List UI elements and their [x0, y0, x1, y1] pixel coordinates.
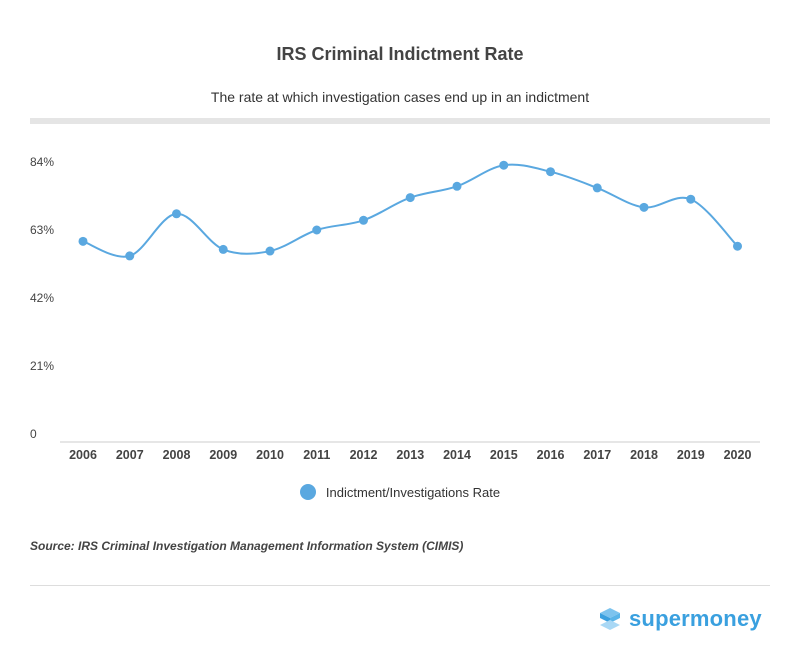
x-tick-label: 2010 [256, 448, 284, 462]
data-point [546, 167, 555, 177]
x-tick-label: 2013 [396, 448, 424, 462]
data-point [405, 193, 415, 203]
brand-name: supermoney [629, 606, 762, 631]
series-line [82, 163, 739, 258]
x-axis-ticks: 2006 2007 2008 2009 2010 2011 2012 2013 2014 2015… [69, 448, 751, 462]
x-tick-label: 2007 [116, 448, 144, 462]
data-point [499, 160, 509, 170]
y-tick-label: 21% [30, 359, 54, 373]
x-tick-label: 2006 [69, 448, 97, 462]
data-point [125, 251, 135, 261]
data-point [218, 244, 228, 254]
series-points [78, 160, 742, 261]
x-tick-label: 2019 [677, 448, 705, 462]
legend-marker [299, 484, 316, 500]
y-tick-label: 84% [30, 155, 54, 169]
x-tick-label: 2009 [209, 448, 237, 462]
legend-label: Indictment/Investigations Rate [325, 484, 501, 500]
data-point [78, 236, 88, 246]
x-tick-label: 2017 [583, 448, 611, 462]
y-tick-label: 0 [30, 427, 37, 441]
x-tick-label: 2018 [630, 448, 658, 462]
header-divider [30, 118, 770, 124]
data-point [452, 181, 462, 191]
x-tick-label: 2016 [537, 448, 565, 462]
data-point [686, 194, 696, 204]
brand-logo: supermoney [597, 605, 762, 633]
data-point [592, 183, 602, 193]
data-point [172, 209, 181, 219]
x-tick-label: 2011 [303, 448, 330, 462]
data-point [639, 202, 649, 212]
legend: Indictment/Investigations Rate [0, 484, 800, 500]
source-note: Source: IRS Criminal Investigation Manag… [30, 539, 464, 553]
chart-title: IRS Criminal Indictment Rate [276, 44, 524, 64]
y-axis-ticks: 0 21% 42% 63% 84% [30, 155, 54, 441]
data-point [312, 225, 322, 235]
data-point [359, 215, 368, 225]
x-tick-label: 2014 [443, 448, 471, 462]
supermoney-logo-icon [600, 608, 620, 630]
chart-subtitle: The rate at which investigation cases en… [210, 89, 590, 105]
y-tick-label: 42% [30, 291, 54, 305]
x-tick-label: 2015 [490, 448, 518, 462]
data-point [265, 246, 275, 256]
x-tick-label: 2012 [350, 448, 378, 462]
x-tick-label: 2008 [163, 448, 191, 462]
data-point [733, 241, 742, 251]
footer-divider [30, 585, 770, 586]
x-tick-label: 2020 [724, 448, 752, 462]
y-tick-label: 63% [30, 223, 54, 237]
